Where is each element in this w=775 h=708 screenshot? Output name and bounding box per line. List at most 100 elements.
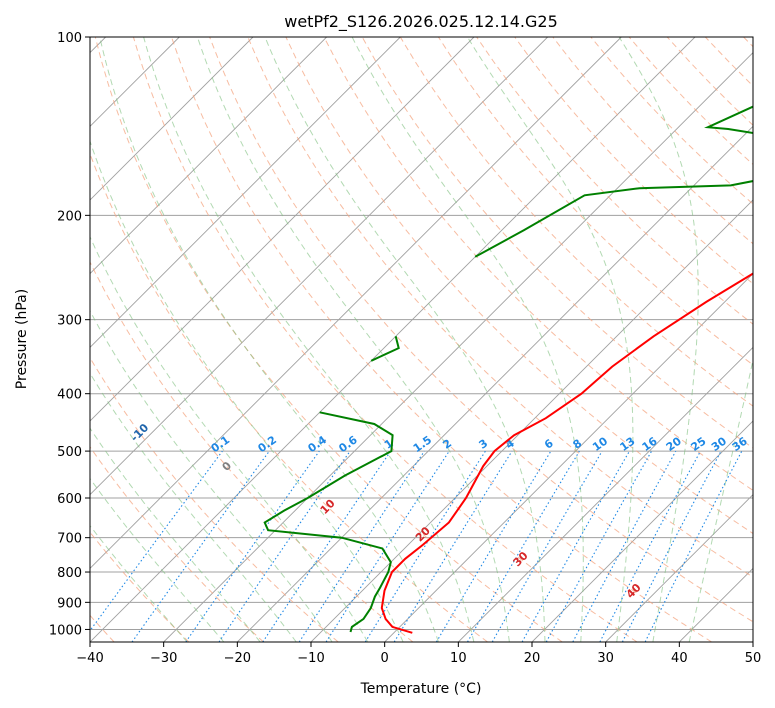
isotherm-line: [237, 125, 753, 642]
moist-adiabat-line: [99, 37, 439, 642]
series-line: [474, 105, 753, 258]
x-axis-ticks: −40 −30 −20 −10 0 10 20 30 40 50: [76, 642, 761, 666]
mixing-ratio-line: [185, 450, 320, 642]
dry-adiabat-line: [514, 37, 753, 285]
dry-adiabat-line: [94, 37, 563, 642]
series-line: [263, 411, 394, 633]
mixing-ratio-line: [521, 450, 630, 642]
mixing-ratio-lines: [90, 450, 743, 642]
dry-adiabat-line: [476, 37, 753, 325]
x-tick-label: 50: [745, 651, 762, 666]
mixing-ratio-label: 2: [440, 437, 454, 452]
mixing-ratio-label: 3: [477, 437, 491, 452]
isotherm-line: [531, 420, 753, 642]
dry-adiabat-line: [209, 37, 753, 623]
y-tick-label: 800: [57, 566, 82, 581]
dry-adiabat-line: [90, 260, 414, 642]
chart-title: wetPf2_S126.2026.025.12.14.G25: [284, 12, 558, 32]
dry-adiabat-line: [590, 37, 753, 205]
dry-adiabat-line: [285, 37, 753, 535]
x-tick-label: 20: [524, 651, 541, 666]
mixing-ratio-label: 0.1: [209, 433, 232, 455]
isotherm-line: [752, 641, 753, 642]
plot-area: 0.10.20.40.611.52346810131620253036-100-…: [90, 37, 753, 642]
mixing-ratio-line: [545, 450, 653, 642]
x-tick-label: −30: [150, 651, 177, 666]
isotherm-line: [90, 37, 327, 275]
adiabat-label: 40: [624, 581, 644, 601]
series-line: [380, 272, 753, 634]
y-tick-label: 500: [57, 445, 82, 460]
plot-frame: [89, 36, 754, 643]
isotherm-line: [458, 346, 753, 642]
mixing-ratio-line: [298, 450, 425, 642]
adiabat-label: 0: [220, 459, 235, 474]
mixing-ratio-label: 0.4: [306, 433, 330, 455]
x-tick-label: 10: [450, 651, 467, 666]
dry-adiabat-line: [743, 37, 753, 48]
x-tick-label: 40: [671, 651, 688, 666]
isotherm-line: [90, 37, 401, 348]
y-tick-label: 400: [57, 388, 82, 403]
dry-adiabat-line: [323, 37, 753, 491]
pressure-grid: [90, 37, 753, 630]
moist-adiabat-line: [90, 477, 225, 642]
y-axis-label: Pressure (hPa): [14, 289, 30, 389]
x-tick-label: 0: [381, 651, 389, 666]
moist-adiabat-lines: [90, 37, 753, 642]
sounding-series: [263, 105, 753, 634]
series-line: [370, 336, 400, 362]
dry-adiabat-line: [247, 37, 753, 578]
isotherm-line: [90, 37, 696, 642]
mixing-ratio-line: [572, 450, 677, 642]
moist-adiabat-line: [688, 357, 753, 642]
isotherm-line: [163, 52, 753, 642]
y-tick-label: 100: [57, 31, 82, 46]
dry-adiabat-line: [552, 37, 753, 245]
mixing-ratio-label: 0.6: [336, 433, 360, 455]
moist-adiabat-line: [90, 372, 297, 642]
y-tick-label: 200: [57, 209, 82, 224]
moist-adiabat-line: [90, 309, 333, 642]
isotherm-line: [90, 37, 548, 496]
mixing-ratio-line: [262, 450, 392, 642]
adiabat-label: 20: [413, 524, 433, 544]
mixing-ratio-label: 1.5: [411, 433, 434, 455]
reference-line-labels: 0.10.20.40.611.52346810131620253036-100-…: [128, 421, 750, 601]
isotherm-line: [605, 494, 753, 642]
adiabat-label: 30: [511, 549, 531, 569]
moist-adiabat-line: [618, 37, 699, 642]
moist-adiabat-line: [264, 37, 546, 642]
adiabat-label: -10: [128, 421, 151, 444]
x-tick-label: −40: [76, 651, 103, 666]
mixing-ratio-line: [393, 450, 513, 642]
isotherm-line: [90, 37, 622, 569]
dry-adiabat-line: [90, 356, 339, 642]
dry-adiabat-line: [90, 446, 264, 642]
moist-adiabat-line: [90, 427, 261, 642]
y-tick-label: 600: [57, 492, 82, 507]
y-tick-label: 900: [57, 596, 82, 611]
moist-adiabat-line: [351, 37, 584, 642]
dry-adiabat-line: [132, 37, 638, 642]
moist-adiabat-line: [90, 524, 188, 642]
moist-adiabat-line: [143, 37, 475, 642]
dry-adiabat-lines: [90, 37, 753, 642]
mixing-ratio-label: 6: [542, 437, 556, 452]
y-axis-ticks: 100 200 300 400 500 600 700 800 900 1000: [49, 31, 90, 638]
isotherm-lines: [90, 37, 753, 642]
mixing-ratio-line: [325, 450, 450, 642]
x-tick-label: −20: [224, 651, 251, 666]
y-tick-label: 700: [57, 532, 82, 547]
dry-adiabat-line: [171, 37, 712, 642]
isotherm-line: [384, 273, 753, 642]
moist-adiabat-line: [90, 139, 404, 642]
x-tick-label: 30: [597, 651, 614, 666]
mixing-ratio-line: [90, 450, 223, 632]
x-tick-label: −10: [297, 651, 324, 666]
y-tick-label: 300: [57, 314, 82, 329]
x-axis-label: Temperature (°C): [360, 681, 482, 697]
y-tick-label: 1000: [49, 623, 82, 638]
mixing-ratio-line: [644, 450, 743, 642]
